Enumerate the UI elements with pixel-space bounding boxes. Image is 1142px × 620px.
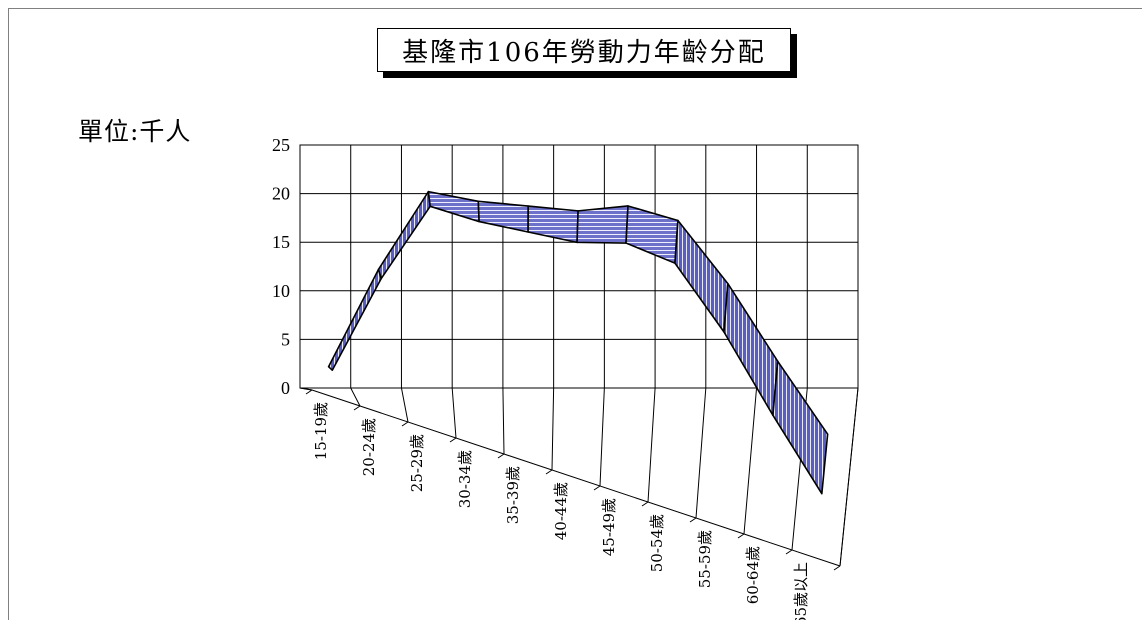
floor-tick bbox=[689, 517, 697, 523]
floor-tick bbox=[353, 405, 361, 411]
floor-tick bbox=[593, 485, 601, 491]
ribbon-segment bbox=[527, 205, 579, 244]
x-tick-label: 20-24歲 bbox=[360, 418, 378, 476]
floor-gridline bbox=[743, 387, 758, 535]
floor-tick bbox=[305, 389, 313, 395]
ribbon-segment bbox=[723, 282, 779, 417]
unit-label: 單位:千人 bbox=[78, 117, 192, 146]
y-tick-label: 0 bbox=[281, 378, 290, 398]
x-tick-label: 35-39歲 bbox=[504, 466, 522, 524]
chart-title-text: 基隆市106年勞動力年齡分配 bbox=[402, 37, 766, 68]
y-tick-label: 25 bbox=[272, 135, 290, 155]
floor-gridline bbox=[839, 387, 859, 567]
grid-layer bbox=[299, 144, 859, 571]
y-tick-label: 15 bbox=[272, 232, 290, 252]
floor-gridline bbox=[695, 387, 707, 519]
label-layer: 0 5 10 15 20 25 15-19歲 20-24歲 25-29歲 30-34歲 35-39歲… bbox=[272, 135, 810, 620]
ribbon-segment bbox=[625, 205, 679, 264]
ribbon-segment bbox=[327, 268, 383, 372]
ribbon-segment bbox=[427, 190, 480, 223]
floor-tick bbox=[449, 437, 457, 443]
floor-gridline bbox=[400, 387, 409, 423]
floor-tick bbox=[737, 533, 745, 539]
floor-front-edge bbox=[311, 389, 841, 567]
x-tick-label: 40-44歲 bbox=[552, 482, 570, 540]
x-tick-label: 25-29歲 bbox=[408, 434, 426, 492]
floor-gridline bbox=[350, 387, 361, 407]
floor-tick bbox=[545, 469, 553, 475]
floor-tick bbox=[401, 421, 409, 427]
floor-tick bbox=[497, 453, 505, 459]
ribbon-segment bbox=[772, 360, 829, 495]
left-wall bbox=[300, 145, 312, 390]
y-tick-label: 5 bbox=[281, 329, 290, 349]
floor-tick bbox=[641, 501, 649, 507]
floor-gridline bbox=[599, 387, 605, 487]
floor-tick bbox=[785, 549, 793, 555]
ribbon-segment bbox=[674, 219, 729, 333]
x-tick-label: 60-64歲 bbox=[744, 546, 762, 604]
chart-title: 基隆市106年勞動力年齡分配 bbox=[377, 28, 791, 72]
x-tick-label: 15-19歲 bbox=[312, 402, 330, 460]
ribbon-segment bbox=[377, 190, 431, 280]
x-tick-label: 30-34歲 bbox=[456, 450, 474, 508]
floor-gridline bbox=[451, 387, 457, 439]
y-tick-label: 20 bbox=[272, 184, 290, 204]
x-tick-label: 45-49歲 bbox=[600, 498, 618, 556]
chart-frame bbox=[8, 8, 1142, 620]
floor-gridline bbox=[299, 387, 313, 391]
ribbon-layer bbox=[327, 190, 829, 495]
ribbon-segment bbox=[477, 200, 529, 233]
x-tick-label: 50-54歲 bbox=[648, 514, 666, 572]
x-tick-label: 55-59歲 bbox=[696, 530, 714, 588]
floor-gridline bbox=[551, 387, 555, 471]
floor-tick bbox=[833, 565, 841, 571]
floor-gridline bbox=[502, 387, 505, 455]
floor-gridline bbox=[647, 387, 656, 503]
x-tick-label: 65歲以上 bbox=[792, 562, 810, 620]
y-tick-label: 10 bbox=[272, 281, 290, 301]
ribbon-segment bbox=[576, 205, 629, 244]
